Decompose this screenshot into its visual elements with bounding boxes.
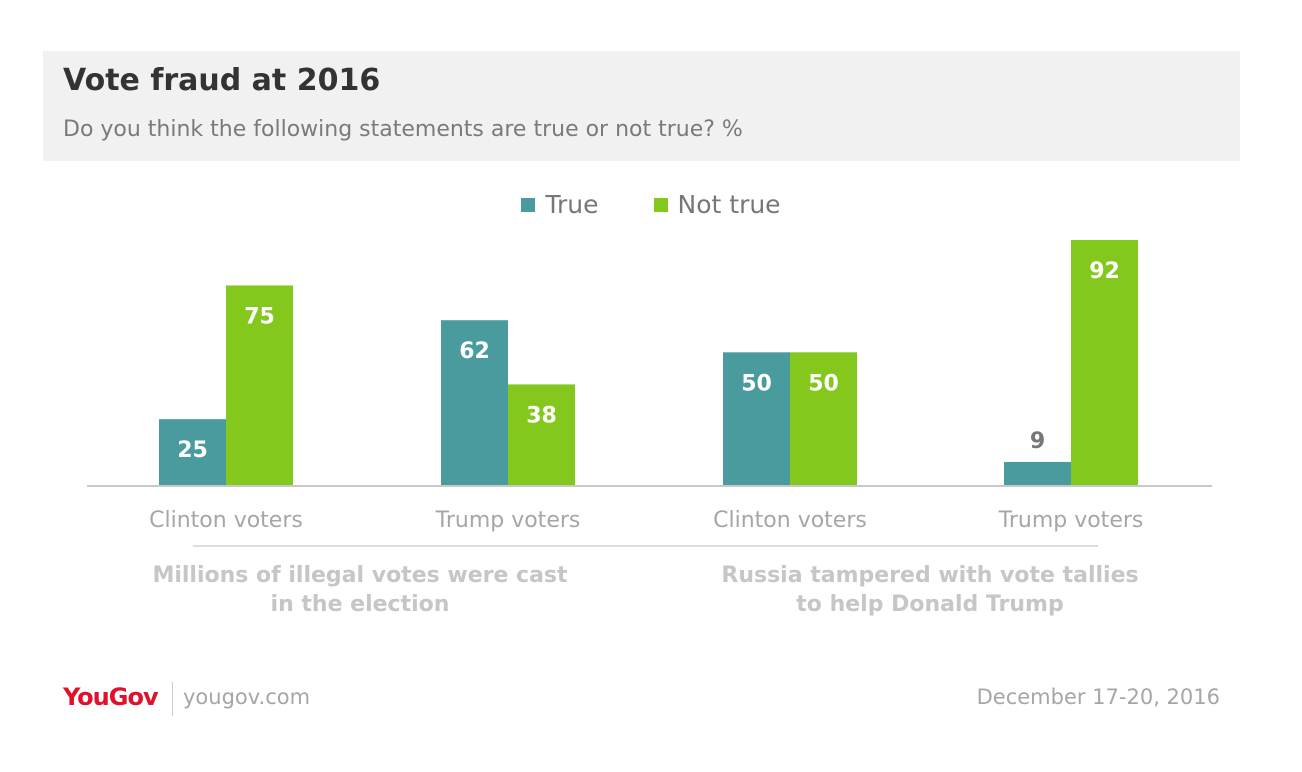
bar-true-2 [441, 320, 508, 486]
chart-subtitle: Do you think the following statements ar… [63, 117, 743, 142]
bar-true-4 [1004, 461, 1071, 486]
bar-not-true-4 [1071, 240, 1138, 486]
bar-value-not-true-4: 92 [1089, 259, 1120, 284]
bar-value-true-4: 9 [1030, 429, 1045, 454]
bar-true-3 [723, 352, 790, 486]
category-label-4: Trump voters [998, 508, 1144, 533]
bar-value-not-true-3: 50 [808, 371, 839, 396]
category-label-2: Trump voters [435, 508, 581, 533]
bar-value-true-2: 62 [459, 339, 490, 364]
footer-divider [172, 682, 173, 716]
category-label-1: Clinton voters [149, 508, 303, 533]
yougov-logo: YouGov [63, 683, 159, 711]
legend-item-not-true: Not true [653, 190, 781, 219]
group-label-russia-tampered-line1: Russia tampered with vote tallies [721, 563, 1139, 588]
group-label-illegal-votes: Millions of illegal votes were cast in t… [130, 561, 590, 619]
bar-not-true-3 [790, 352, 857, 486]
category-label-3: Clinton voters [713, 508, 867, 533]
legend-swatch-not-true [653, 197, 668, 212]
bar-true-1 [159, 419, 226, 486]
bar-value-not-true-1: 75 [244, 304, 275, 329]
bar-value-true-1: 25 [177, 438, 208, 463]
group-label-russia-tampered-line2: to help Donald Trump [796, 592, 1064, 617]
group-label-illegal-votes-line1: Millions of illegal votes were cast [152, 563, 568, 588]
group-label-illegal-votes-line2: in the election [270, 592, 450, 617]
bar-not-true-1 [226, 285, 293, 486]
footer-date: December 17-20, 2016 [976, 685, 1220, 709]
legend-label-not-true: Not true [677, 190, 781, 219]
chart-title: Vote fraud at 2016 [63, 63, 381, 98]
legend-swatch-true [521, 197, 536, 212]
bar-value-not-true-2: 38 [526, 403, 557, 428]
chart-legend: True Not true [0, 190, 1302, 219]
group-label-russia-tampered: Russia tampered with vote tallies to hel… [695, 561, 1165, 619]
legend-label-true: True [545, 190, 599, 219]
bar-not-true-2 [508, 384, 575, 486]
chart-header: Vote fraud at 2016 Do you think the foll… [43, 51, 1240, 161]
legend-item-true: True [521, 190, 599, 219]
bar-value-true-3: 50 [741, 371, 772, 396]
footer-site: yougov.com [183, 685, 311, 709]
